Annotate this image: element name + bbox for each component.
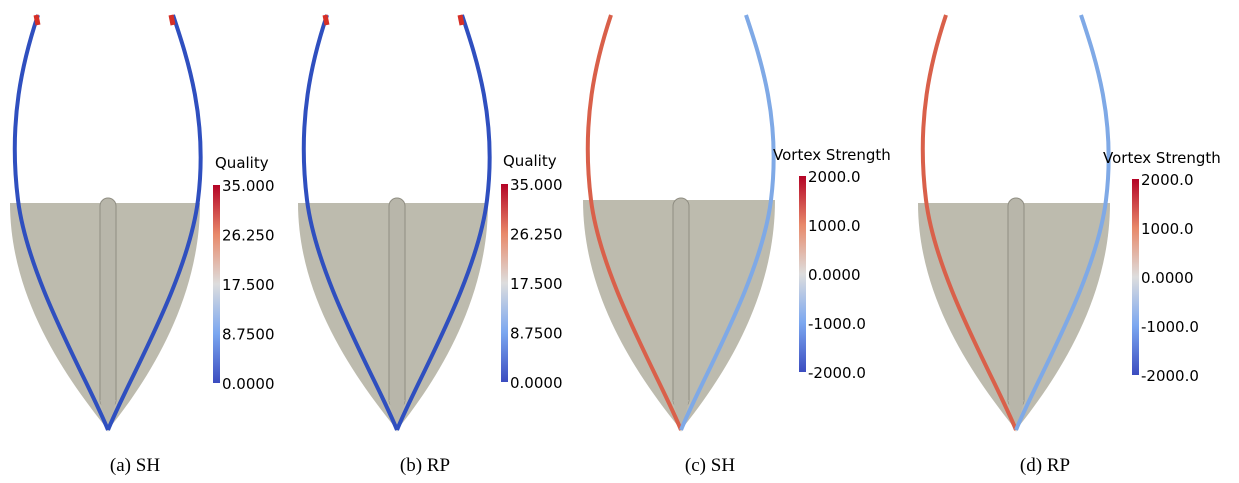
colorbar-label: -1000.0 xyxy=(1141,318,1199,336)
caption: (a) SH xyxy=(110,455,160,476)
fuselage xyxy=(1007,197,1025,409)
colorbar-label: 2000.0 xyxy=(1141,171,1194,189)
vortex-left xyxy=(12,14,110,431)
vortex-right xyxy=(395,14,492,431)
colorbar-label: 26.250 xyxy=(222,227,275,245)
colorbar-label: 26.250 xyxy=(510,226,563,244)
fuselage xyxy=(99,197,117,409)
nose xyxy=(1008,400,1024,432)
colorbar-label: 17.500 xyxy=(222,276,275,294)
vortex-left xyxy=(920,14,1018,431)
caption: (d) RP xyxy=(1020,455,1070,476)
panel: Vortex Strength 2000.0 1000.0 0.0000 -1000.0… xyxy=(918,14,1221,476)
colorbar-label: 1000.0 xyxy=(1141,220,1194,238)
fuselage xyxy=(388,197,406,409)
panel: Quality 35.000 26.250 17.500 8.7500 0.0000 (a)… xyxy=(10,14,275,476)
colorbar-label: -2000.0 xyxy=(1141,367,1199,385)
colorbar-title: Quality xyxy=(503,152,557,170)
colorbar-label: 0.0000 xyxy=(510,374,563,392)
nose xyxy=(100,400,116,432)
vortex-tip xyxy=(168,14,176,26)
nose xyxy=(673,400,689,432)
colorbar-title: Vortex Strength xyxy=(1103,149,1221,167)
colorbar-label: 2000.0 xyxy=(808,168,861,186)
vortex-right xyxy=(679,14,776,431)
caption: (c) SH xyxy=(685,455,735,476)
panel: Quality 35.000 26.250 17.500 8.7500 0.0000 (b)… xyxy=(298,14,563,476)
colorbar-title: Vortex Strength xyxy=(773,146,891,164)
colorbar xyxy=(799,176,806,372)
panel: Vortex Strength 2000.0 1000.0 0.0000 -1000.0… xyxy=(583,14,891,476)
colorbar xyxy=(1132,179,1139,375)
vortex-right xyxy=(1014,14,1111,431)
colorbar-label: 8.7500 xyxy=(222,326,275,344)
colorbar-label: 17.500 xyxy=(510,275,563,293)
vortex-tip xyxy=(33,14,41,26)
vortex-right xyxy=(106,14,203,431)
colorbar-label: 1000.0 xyxy=(808,217,861,235)
colorbar-label: 0.0000 xyxy=(808,266,861,284)
colorbar-label: -2000.0 xyxy=(808,364,866,382)
vortex-left xyxy=(585,14,683,431)
colorbar-label: 0.0000 xyxy=(1141,269,1194,287)
colorbar-label: 35.000 xyxy=(510,176,563,194)
colorbar-label: 35.000 xyxy=(222,177,275,195)
colorbar-label: 8.7500 xyxy=(510,325,563,343)
nose xyxy=(389,400,405,432)
colorbar-label: 0.0000 xyxy=(222,375,275,393)
vortex-tip xyxy=(322,14,330,26)
vortex-tip xyxy=(457,14,465,26)
caption: (b) RP xyxy=(400,455,450,476)
colorbar-label: -1000.0 xyxy=(808,315,866,333)
fuselage xyxy=(672,197,690,409)
vortex-left xyxy=(301,14,399,431)
colorbar xyxy=(213,185,220,383)
colorbar-title: Quality xyxy=(215,154,269,172)
colorbar xyxy=(501,184,508,382)
